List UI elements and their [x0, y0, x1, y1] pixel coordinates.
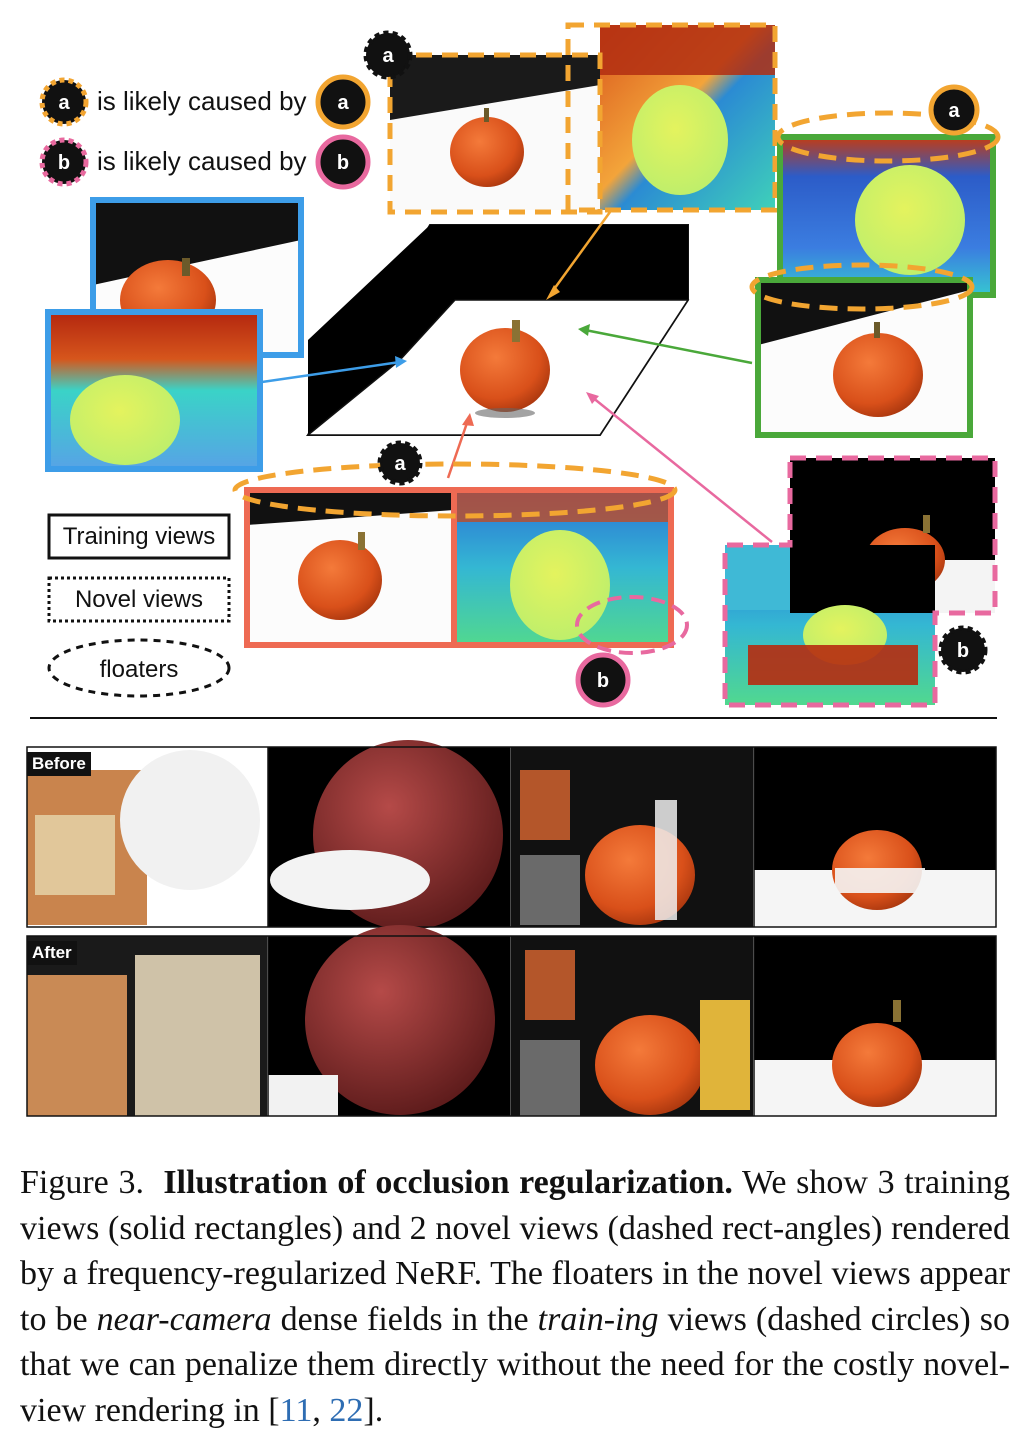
floater-ellipse-right-top — [775, 110, 1001, 164]
svg-text:a: a — [948, 100, 960, 122]
center-scene — [305, 224, 690, 436]
svg-text:b: b — [957, 640, 969, 662]
legend-caused-by-a: is likely caused by — [97, 86, 307, 116]
svg-text:b: b — [58, 152, 70, 174]
training-view-bottom-frame — [244, 487, 674, 648]
caption-title: Illustration of occlusion regularization… — [163, 1164, 733, 1201]
floater-ellipse-right-bottom — [749, 262, 975, 312]
floater-ellipse-bottom-b — [575, 595, 689, 655]
legend-caused-by-b: is likely caused by — [97, 146, 307, 176]
legend-badge-b-novel: b — [39, 137, 89, 187]
after-row — [26, 925, 997, 1117]
svg-text:a: a — [382, 45, 394, 67]
figure-caption: Figure 3. Illustration of occlusion regu… — [20, 1160, 1010, 1433]
svg-text:b: b — [337, 152, 349, 174]
training-view-left-depth-frame — [45, 309, 263, 472]
caption-text-2: dense fields in the — [280, 1300, 529, 1338]
novel-view-bottom-right — [725, 458, 995, 705]
citation-link-11[interactable]: 11 — [279, 1391, 313, 1429]
training-view-left-depth — [48, 312, 260, 469]
caption-text-4: ]. — [363, 1391, 384, 1429]
figure-illustration: a a a b b a a b b — [26, 22, 1001, 1117]
badge-a-right: a — [928, 84, 980, 136]
before-label: Before — [27, 752, 91, 776]
caption-text-1: We show 3 training views (solid rectangl… — [20, 1164, 1011, 1338]
legend-badge-a-novel: a — [39, 77, 89, 127]
caption-text-3: views (dashed circles) so that we can pe… — [20, 1300, 1010, 1429]
svg-text:a: a — [58, 92, 70, 114]
arrows — [261, 211, 773, 543]
legend-badge-a-train: a — [315, 74, 371, 130]
novel-view-bottom-right-frame — [722, 455, 998, 708]
badge-b-bottom: b — [575, 652, 631, 708]
legend-badge-b-train: b — [315, 134, 371, 190]
badge-a-bottom: a — [377, 440, 423, 486]
badge-b-right: b — [938, 625, 988, 675]
svg-text:b: b — [597, 670, 609, 692]
caption-emphasis-2: train-ing — [537, 1300, 659, 1338]
svg-text:a: a — [394, 453, 406, 475]
legend-training-views: Training views — [62, 523, 216, 550]
after-label: After — [27, 941, 77, 965]
training-view-right-rgb-frame — [755, 277, 973, 438]
novel-view-top-frame-left — [387, 52, 603, 215]
training-view-top-rgb — [390, 55, 600, 210]
legend-floaters: floaters — [99, 656, 179, 683]
legend-floaters-frame — [47, 638, 231, 698]
legend-novel-views: Novel views — [74, 586, 204, 613]
caption-cite-sep: , — [312, 1391, 330, 1429]
training-view-top-depth — [600, 25, 775, 210]
before-row — [26, 740, 997, 930]
legend-training-frame — [47, 513, 231, 560]
badge-a-top: a — [363, 30, 413, 80]
legend-novel-frame — [47, 576, 231, 623]
caption-emphasis-1: near-camera — [96, 1300, 272, 1338]
novel-view-top-frame-right — [565, 22, 778, 213]
caption-figure-label: Figure 3. — [20, 1164, 144, 1201]
floater-ellipse-bottom — [232, 461, 678, 519]
svg-text:a: a — [337, 92, 349, 114]
training-view-bottom-depth — [454, 490, 671, 645]
citation-link-22[interactable]: 22 — [329, 1391, 364, 1429]
